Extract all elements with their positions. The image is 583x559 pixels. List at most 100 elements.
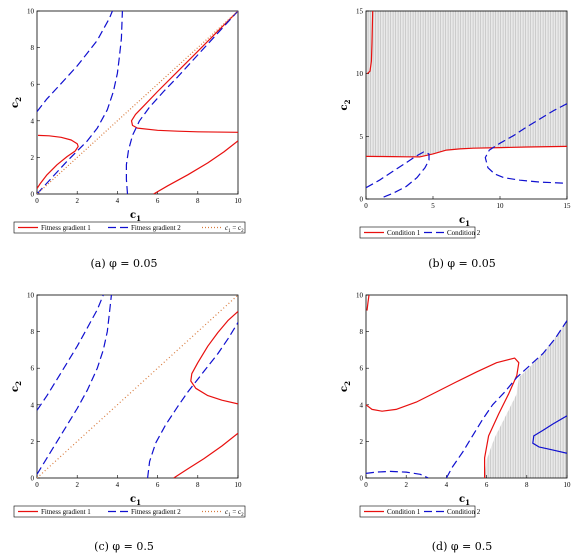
legend-entry: Condition 2 [447,229,481,237]
legend-entry: Fitness gradient 1 [41,508,91,516]
y-tick-label: 2 [31,154,35,162]
legend-entry-part: 1 [228,229,231,234]
y-tick-label: 4 [31,401,35,409]
series-line [125,11,238,194]
legend-entry-part: c [225,224,229,232]
y-tick-label: 6 [31,365,35,373]
y-tick-label: 15 [356,8,364,16]
y-axis-label: c2 [10,381,23,392]
plot-frame [36,294,239,479]
legend-entry: Fitness gradient 2 [131,508,181,516]
series-line [37,11,113,112]
x-tick-label: 6 [156,481,160,489]
x-axis-label: c1 [130,494,141,507]
y-tick-label: 6 [31,81,35,89]
legend: Condition 1 Condition 2 [359,226,481,239]
series-line [37,11,238,194]
y-axis-label-sub: 2 [343,381,352,386]
y-tick-label: 4 [31,117,35,125]
legend-entry: Fitness gradient 2 [131,224,181,232]
legend-entry: Condition 1 [387,229,421,237]
legend-entry: Condition 1 [387,508,421,516]
series-line [366,151,430,199]
series-line [366,295,370,311]
y-axis-label-sub: 2 [14,97,23,102]
x-tick-label: 2 [404,481,408,489]
panel-caption: (d) φ = 0.5 [432,540,493,553]
y-tick-label: 0 [360,475,364,483]
y-tick-label: 10 [27,292,35,300]
x-tick-label: 0 [364,202,368,210]
series-line [366,357,520,478]
legend-entry-part: = c [231,224,242,232]
series-line [366,145,567,158]
x-tick-label: 0 [35,197,39,205]
shaded-region [366,11,567,158]
panel-caption: (a) φ = 0.05 [90,257,157,270]
x-tick-label: 4 [445,481,449,489]
chart-panel-1: 0 5 10 15 0 5 10 15 c1 c2 Condition 1 Condition 2 (b… [339,8,571,271]
series-line [37,295,238,478]
y-tick-label: 2 [360,438,364,446]
y-axis-label: c2 [10,97,23,108]
x-tick-label: 8 [196,197,200,205]
plot-frame [365,294,568,479]
x-axis-label-sub: 1 [465,219,470,228]
x-axis-label-sub: 1 [136,214,141,223]
y-tick-label: 0 [31,191,35,199]
y-axis-label-sub: 2 [14,381,23,386]
y-tick-label: 0 [31,475,35,483]
legend-entry-part: = c [231,508,242,516]
x-tick-label: 8 [196,481,200,489]
x-tick-label: 5 [431,202,435,210]
legend-entry-part: 1 [228,513,231,518]
plot-frame [36,10,239,195]
y-tick-label: 10 [356,292,364,300]
y-axis-label: c2 [339,99,352,110]
x-tick-label: 10 [497,202,505,210]
series-line [173,432,238,478]
x-tick-label: 2 [75,197,79,205]
y-tick-label: 10 [27,8,35,16]
legend-entry: c1 = c2 [225,508,244,518]
plot-frame [365,10,568,200]
x-tick-label: 10 [235,481,243,489]
series-line [366,11,374,75]
y-tick-label: 8 [31,44,35,52]
legend-entry-part: 2 [241,229,244,234]
x-tick-label: 4 [116,197,120,205]
shaded-region [484,320,567,478]
panel-caption: (c) φ = 0.5 [94,540,154,553]
x-axis-label: c1 [459,215,470,228]
x-axis-label-sub: 1 [136,498,141,507]
legend-entry: c1 = c2 [225,224,244,234]
x-tick-label: 10 [564,481,572,489]
legend-entry-part: 2 [241,513,244,518]
y-tick-label: 5 [360,133,364,141]
x-axis-label-sub: 1 [465,498,470,507]
x-tick-label: 6 [156,197,160,205]
y-tick-label: 2 [31,438,35,446]
x-tick-label: 4 [116,481,120,489]
series-line [37,295,104,411]
series-line [37,134,79,189]
series-line [147,322,238,478]
y-tick-label: 4 [360,401,364,409]
legend: Condition 1 Condition 2 [359,505,481,518]
y-tick-label: 8 [31,328,35,336]
y-tick-label: 0 [360,196,364,204]
series-line [37,11,123,194]
legend-entry: Fitness gradient 1 [41,224,91,232]
series-line [366,470,429,478]
x-tick-label: 10 [235,197,243,205]
y-tick-label: 6 [360,365,364,373]
chart-panel-3: 0 2 4 6 8 10 0 2 4 6 8 10 c1 c2 Condition 1 Condition 2… [339,292,571,554]
series-line [532,415,567,454]
legend: Fitness gradient 1 Fitness gradient 2 c1 =… [13,221,246,234]
legend-frame [359,505,476,518]
panel-caption: (b) φ = 0.05 [428,257,496,270]
x-tick-label: 6 [485,481,489,489]
legend-frame [13,221,246,234]
x-tick-label: 15 [564,202,572,210]
